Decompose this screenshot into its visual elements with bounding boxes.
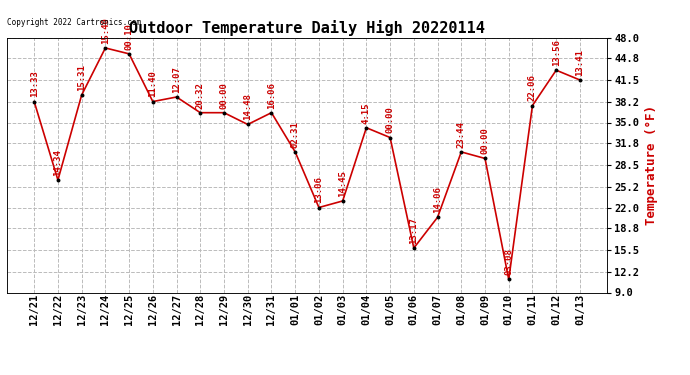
Point bbox=[219, 110, 230, 116]
Point bbox=[527, 102, 538, 108]
Text: 14:48: 14:48 bbox=[244, 93, 253, 120]
Point bbox=[100, 45, 111, 51]
Text: 13:33: 13:33 bbox=[30, 70, 39, 98]
Text: 11:40: 11:40 bbox=[148, 70, 157, 98]
Text: Copyright 2022 Cartronics.com: Copyright 2022 Cartronics.com bbox=[7, 18, 141, 27]
Text: 13:17: 13:17 bbox=[409, 217, 418, 244]
Point bbox=[503, 276, 514, 282]
Point bbox=[432, 214, 443, 220]
Point bbox=[313, 204, 324, 210]
Text: 16:06: 16:06 bbox=[267, 82, 276, 108]
Text: 13:56: 13:56 bbox=[552, 39, 561, 66]
Point bbox=[124, 51, 135, 57]
Text: 00:00: 00:00 bbox=[480, 128, 489, 154]
Text: 23:44: 23:44 bbox=[457, 121, 466, 148]
Text: 03:08: 03:08 bbox=[504, 248, 513, 275]
Text: 13:06: 13:06 bbox=[315, 177, 324, 203]
Text: 00:10: 00:10 bbox=[125, 23, 134, 50]
Text: 00:00: 00:00 bbox=[386, 106, 395, 134]
Point bbox=[195, 110, 206, 116]
Text: 22:06: 22:06 bbox=[528, 75, 537, 101]
Text: 4:15: 4:15 bbox=[362, 102, 371, 124]
Text: 20:32: 20:32 bbox=[196, 82, 205, 108]
Point bbox=[76, 92, 87, 98]
Point bbox=[147, 99, 158, 105]
Point bbox=[574, 77, 585, 83]
Text: 12:07: 12:07 bbox=[172, 66, 181, 93]
Point bbox=[171, 94, 182, 100]
Point bbox=[408, 245, 420, 251]
Text: 00:00: 00:00 bbox=[219, 82, 228, 108]
Point bbox=[337, 198, 348, 204]
Text: 14:34: 14:34 bbox=[53, 149, 62, 176]
Point bbox=[361, 125, 372, 131]
Text: 13:41: 13:41 bbox=[575, 49, 584, 76]
Text: 14:06: 14:06 bbox=[433, 186, 442, 213]
Text: 15:31: 15:31 bbox=[77, 64, 86, 91]
Point bbox=[384, 135, 395, 141]
Point bbox=[480, 156, 491, 162]
Y-axis label: Temperature (°F): Temperature (°F) bbox=[644, 105, 658, 225]
Title: Outdoor Temperature Daily High 20220114: Outdoor Temperature Daily High 20220114 bbox=[129, 20, 485, 36]
Point bbox=[266, 110, 277, 116]
Point bbox=[29, 99, 40, 105]
Point bbox=[290, 149, 301, 155]
Text: 14:45: 14:45 bbox=[338, 170, 347, 197]
Point bbox=[52, 177, 63, 183]
Point bbox=[456, 149, 467, 155]
Point bbox=[242, 122, 253, 128]
Text: 02:31: 02:31 bbox=[290, 121, 299, 148]
Point bbox=[551, 67, 562, 73]
Text: 15:40: 15:40 bbox=[101, 17, 110, 44]
